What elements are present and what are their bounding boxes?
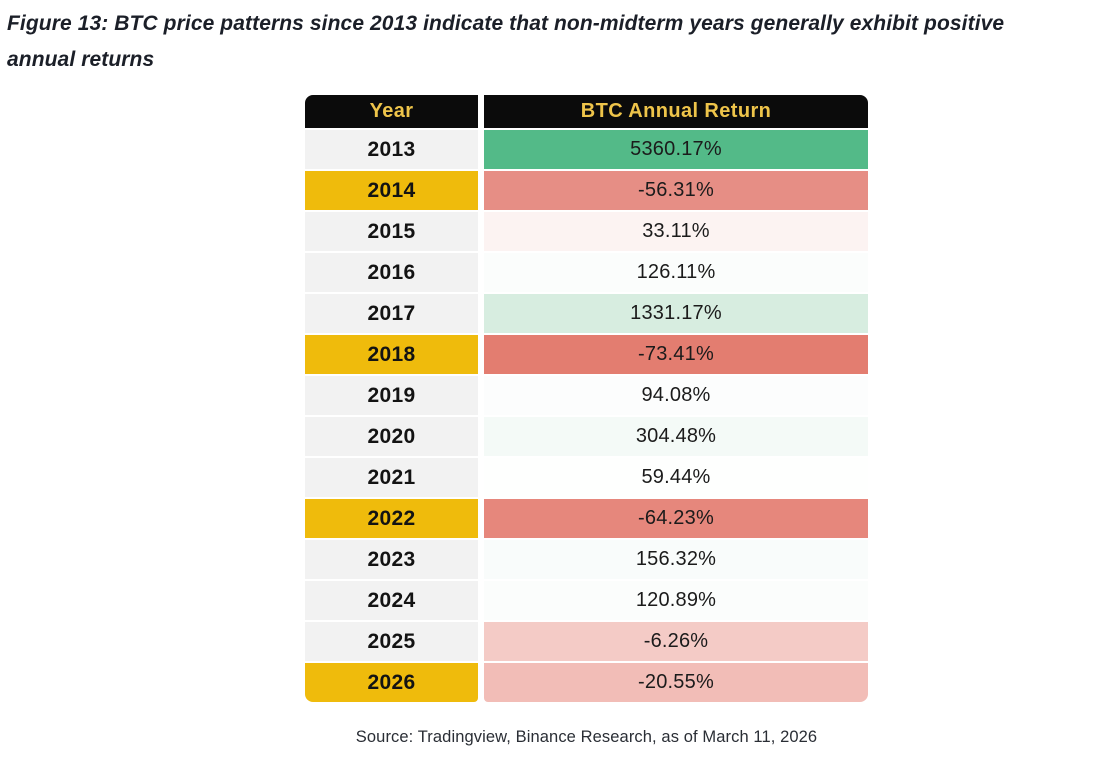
table-header-row: Year BTC Annual Return (305, 95, 868, 128)
year-cell: 2018 (305, 335, 478, 374)
year-cell: 2024 (305, 581, 478, 620)
return-cell: 304.48% (484, 417, 868, 456)
table-row: 2016 126.11% (305, 253, 868, 292)
return-cell: 156.32% (484, 540, 868, 579)
year-cell: 2026 (305, 663, 478, 702)
year-cell: 2015 (305, 212, 478, 251)
table-row: 2013 5360.17% (305, 130, 868, 169)
year-cell: 2020 (305, 417, 478, 456)
return-cell: 94.08% (484, 376, 868, 415)
table-row: 2018 -73.41% (305, 335, 868, 374)
table-body: 2013 5360.17% 2014 -56.31% 2015 33.11% 2016 126… (305, 130, 868, 702)
table-row: 2021 59.44% (305, 458, 868, 497)
return-cell: 33.11% (484, 212, 868, 251)
year-cell: 2017 (305, 294, 478, 333)
table-row: 2023 156.32% (305, 540, 868, 579)
return-cell: 1331.17% (484, 294, 868, 333)
year-cell: 2021 (305, 458, 478, 497)
table-row: 2025 -6.26% (305, 622, 868, 661)
year-cell: 2013 (305, 130, 478, 169)
return-cell: 120.89% (484, 581, 868, 620)
return-cell: 126.11% (484, 253, 868, 292)
return-cell: 5360.17% (484, 130, 868, 169)
return-cell: -6.26% (484, 622, 868, 661)
year-cell: 2019 (305, 376, 478, 415)
year-cell: 2016 (305, 253, 478, 292)
return-cell: -56.31% (484, 171, 868, 210)
year-column-header: Year (305, 95, 478, 128)
return-cell: -64.23% (484, 499, 868, 538)
year-cell: 2025 (305, 622, 478, 661)
btc-returns-table: Year BTC Annual Return 2013 5360.17% 2014-… (305, 95, 868, 704)
table-row: 2024 120.89% (305, 581, 868, 620)
table-row: 2022 -64.23% (305, 499, 868, 538)
return-column-header: BTC Annual Return (484, 95, 868, 128)
table-row: 2014 -56.31% (305, 171, 868, 210)
year-cell: 2014 (305, 171, 478, 210)
return-cell: -73.41% (484, 335, 868, 374)
year-cell: 2022 (305, 499, 478, 538)
table-row: 2020 304.48% (305, 417, 868, 456)
year-cell: 2023 (305, 540, 478, 579)
return-cell: 59.44% (484, 458, 868, 497)
table-row: 2015 33.11% (305, 212, 868, 251)
table-row: 2019 94.08% (305, 376, 868, 415)
figure-title: Figure 13: BTC price patterns since 2013… (7, 12, 1005, 71)
table-row: 2017 1331.17% (305, 294, 868, 333)
table-row: 2026 -20.55% (305, 663, 868, 702)
return-cell: -20.55% (484, 663, 868, 702)
source-caption: Source: Tradingview, Binance Research, a… (355, 728, 818, 746)
